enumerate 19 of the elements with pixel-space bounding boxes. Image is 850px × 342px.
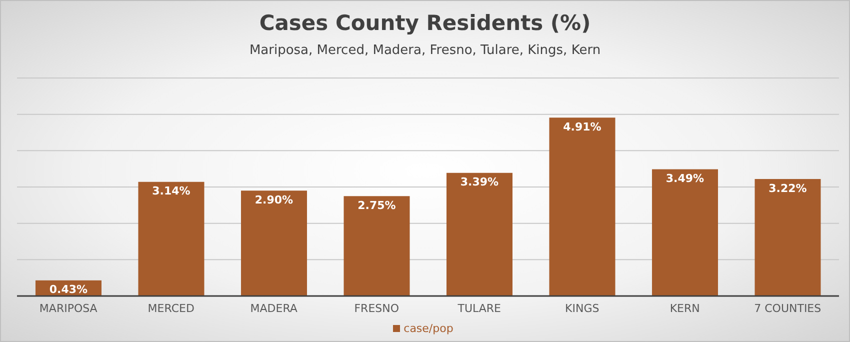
x-tick-label: 7 COUNTIES xyxy=(754,302,822,315)
data-label: 2.75% xyxy=(358,198,396,212)
legend-label: case/pop xyxy=(404,322,454,335)
x-tick-label: KINGS xyxy=(565,302,600,315)
x-tick-label: FRESNO xyxy=(354,302,400,315)
data-label: 3.14% xyxy=(152,184,190,198)
data-label: 2.90% xyxy=(254,193,294,206)
x-tick-label: MARIPOSA xyxy=(39,302,98,315)
x-tick-label: MADERA xyxy=(250,302,298,315)
x-tick-label: KERN xyxy=(670,302,700,315)
chart-title: Cases County Residents (%) xyxy=(258,11,592,35)
x-tick-label: MERCED xyxy=(148,302,194,315)
chart-subtitle: Mariposa, Merced, Madera, Fresno, Tulare, Kings, Kern xyxy=(248,43,602,58)
x-tick-label: TULARE xyxy=(456,302,502,315)
data-label: 0.43% xyxy=(49,283,88,296)
data-label: 3.49% xyxy=(666,172,704,186)
data-label: 3.22% xyxy=(768,182,807,195)
data-label: 3.39% xyxy=(460,176,499,189)
data-label: 4.91% xyxy=(563,120,602,134)
